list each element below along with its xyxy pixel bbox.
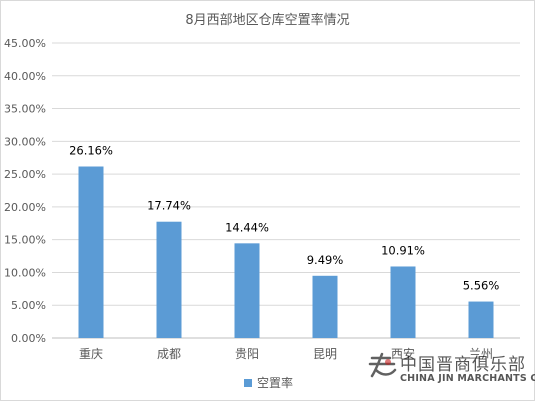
y-tick-label: 10.00% bbox=[4, 266, 46, 279]
x-tick-label: 兰州 bbox=[469, 347, 493, 361]
bar bbox=[78, 166, 104, 338]
bar bbox=[312, 275, 338, 338]
data-label: 17.74% bbox=[147, 199, 191, 213]
x-tick-label: 西安 bbox=[391, 346, 415, 361]
legend-label: 空置率 bbox=[257, 376, 294, 390]
bar bbox=[156, 221, 182, 338]
data-label: 26.16% bbox=[69, 144, 113, 158]
data-label: 14.44% bbox=[225, 220, 269, 234]
y-tick-label: 20.00% bbox=[4, 201, 46, 214]
bar bbox=[468, 301, 494, 338]
legend-swatch bbox=[244, 378, 252, 387]
x-tick-label: 贵阳 bbox=[235, 347, 259, 361]
y-tick-label: 5.00% bbox=[11, 299, 46, 312]
x-tick-label: 重庆 bbox=[79, 347, 103, 361]
y-tick-label: 45.00% bbox=[4, 37, 46, 50]
data-label: 10.91% bbox=[381, 243, 425, 257]
y-tick-label: 30.00% bbox=[4, 135, 46, 148]
y-tick-label: 15.00% bbox=[4, 234, 46, 247]
y-tick-label: 25.00% bbox=[4, 168, 46, 181]
y-tick-label: 0.00% bbox=[11, 332, 46, 345]
legend: 空置率 bbox=[244, 374, 293, 391]
data-label: 9.49% bbox=[307, 253, 344, 267]
bar bbox=[234, 243, 260, 338]
x-tick-label: 昆明 bbox=[313, 347, 337, 361]
x-tick-label: 成都 bbox=[157, 347, 181, 361]
data-label: 5.56% bbox=[463, 279, 500, 293]
bar bbox=[390, 266, 416, 338]
y-tick-label: 35.00% bbox=[4, 103, 46, 116]
chart-title: 8月西部地区仓库空置率情况 bbox=[185, 13, 350, 28]
y-tick-label: 40.00% bbox=[4, 70, 46, 83]
